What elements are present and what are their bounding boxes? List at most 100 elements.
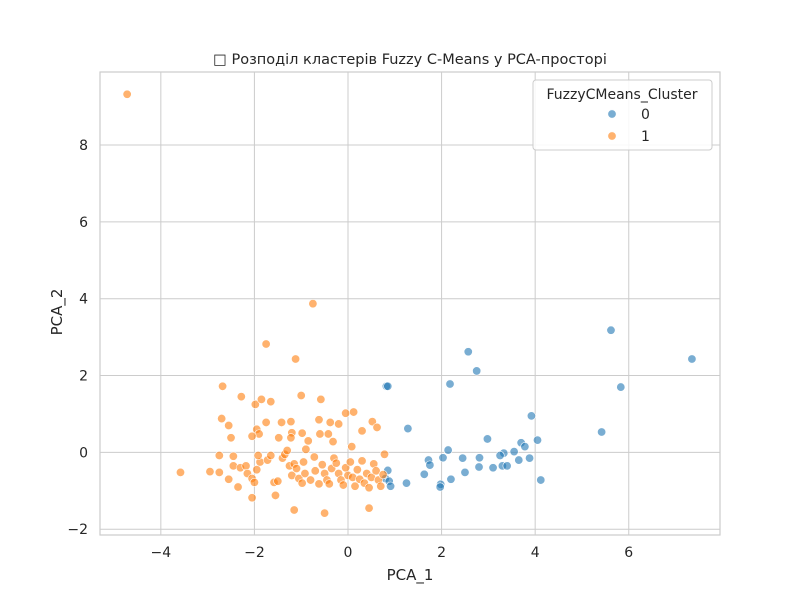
data-point-cluster-0	[438, 453, 448, 463]
legend-label-0: 0	[641, 107, 650, 123]
data-point-cluster-0	[514, 455, 524, 465]
data-point-cluster-1	[352, 465, 362, 475]
data-point-cluster-1	[273, 476, 283, 486]
data-point-cluster-1	[224, 474, 234, 484]
data-point-cluster-1	[328, 437, 338, 447]
data-point-cluster-1	[364, 483, 374, 493]
data-point-cluster-0	[463, 347, 473, 357]
data-point-cluster-0	[443, 445, 453, 455]
data-point-cluster-1	[357, 426, 367, 436]
data-point-cluster-0	[525, 453, 535, 463]
data-point-cluster-1	[316, 394, 326, 404]
data-point-cluster-0	[445, 379, 455, 389]
x-tick-label: 2	[437, 545, 446, 561]
y-tick-label: −2	[67, 522, 88, 538]
legend-label-1: 1	[641, 129, 650, 145]
data-point-cluster-1	[325, 417, 335, 427]
data-point-cluster-0	[386, 481, 396, 491]
data-point-cluster-1	[296, 391, 306, 401]
data-point-cluster-1	[297, 478, 307, 488]
legend-marker-0	[607, 109, 617, 119]
tick-labels: −4 −2 0 2 4 6 −2 0 2 4 6 8	[67, 138, 633, 561]
data-point-cluster-1	[341, 408, 351, 418]
data-point-cluster-0	[687, 354, 697, 364]
data-point-cluster-1	[323, 429, 333, 439]
chart-title: □ Розподіл кластерів Fuzzy C-Means у PCA…	[213, 52, 607, 68]
legend-box	[532, 79, 713, 151]
data-point-cluster-0	[597, 427, 607, 437]
data-point-cluster-0	[474, 462, 484, 472]
data-point-cluster-1	[300, 469, 310, 479]
data-point-cluster-1	[249, 477, 259, 487]
data-point-cluster-1	[345, 457, 355, 467]
data-point-cluster-1	[350, 481, 360, 491]
x-tick-label: 4	[531, 545, 540, 561]
data-point-cluster-1	[303, 436, 313, 446]
data-point-cluster-1	[286, 417, 296, 427]
data-point-cluster-1	[379, 449, 389, 459]
data-point-cluster-0	[458, 453, 468, 463]
y-tick-label: 2	[79, 369, 88, 385]
data-point-cluster-1	[347, 442, 357, 452]
data-point-cluster-1	[306, 475, 316, 485]
y-tick-label: 6	[79, 215, 88, 231]
x-tick-label: 6	[624, 545, 633, 561]
legend-title: FuzzyCMeans_Cluster	[546, 87, 697, 103]
data-point-cluster-1	[349, 407, 359, 417]
data-point-cluster-1	[228, 451, 238, 461]
data-point-cluster-1	[301, 444, 311, 454]
x-tick-label: −4	[151, 545, 172, 561]
data-point-cluster-1	[266, 397, 276, 407]
data-point-cluster-0	[526, 411, 536, 421]
data-point-cluster-1	[252, 465, 262, 475]
data-point-cluster-1	[320, 508, 330, 518]
legend-marker-1	[607, 131, 617, 141]
x-tick-label: 0	[344, 545, 353, 561]
data-point-cluster-1	[317, 460, 327, 470]
data-point-cluster-1	[270, 490, 280, 500]
y-tick-label: 0	[79, 445, 88, 461]
data-point-cluster-0	[446, 474, 456, 484]
data-point-cluster-1	[314, 479, 324, 489]
data-point-cluster-0	[616, 382, 626, 392]
data-point-cluster-0	[474, 453, 484, 463]
data-point-cluster-1	[214, 450, 224, 460]
data-point-cluster-1	[376, 481, 386, 491]
data-point-cluster-1	[292, 464, 302, 474]
data-point-cluster-0	[536, 475, 546, 485]
data-point-cluster-1	[217, 414, 227, 424]
data-point-cluster-1	[205, 467, 215, 477]
data-point-cluster-1	[378, 470, 388, 480]
data-point-cluster-1	[372, 422, 382, 432]
data-point-cluster-1	[247, 493, 257, 503]
data-point-cluster-1	[282, 445, 292, 455]
data-point-cluster-0	[460, 467, 470, 477]
data-point-cluster-0	[495, 450, 505, 460]
data-point-cluster-1	[250, 399, 260, 409]
data-point-cluster-1	[297, 428, 307, 438]
data-point-cluster-0	[520, 442, 530, 452]
y-axis-label: PCA_2	[48, 289, 67, 336]
data-point-cluster-0	[383, 381, 393, 391]
data-point-cluster-1	[324, 479, 334, 489]
data-point-cluster-0	[472, 366, 482, 376]
data-point-cluster-1	[314, 415, 324, 425]
data-point-cluster-1	[241, 461, 251, 471]
data-point-cluster-1	[253, 450, 263, 460]
data-point-cluster-0	[482, 434, 492, 444]
grid-lines	[100, 72, 720, 535]
data-point-cluster-0	[419, 469, 429, 479]
data-point-cluster-1	[226, 433, 236, 443]
data-point-cluster-1	[315, 429, 325, 439]
data-point-cluster-1	[309, 452, 319, 462]
data-point-cluster-1	[310, 466, 320, 476]
data-point-cluster-0	[401, 478, 411, 488]
data-point-cluster-0	[403, 424, 413, 434]
data-point-cluster-1	[291, 354, 301, 364]
data-point-cluster-1	[214, 467, 224, 477]
legend: FuzzyCMeans_Cluster 0 1	[532, 79, 713, 151]
data-point-cluster-1	[371, 466, 381, 476]
data-point-cluster-1	[289, 505, 299, 515]
